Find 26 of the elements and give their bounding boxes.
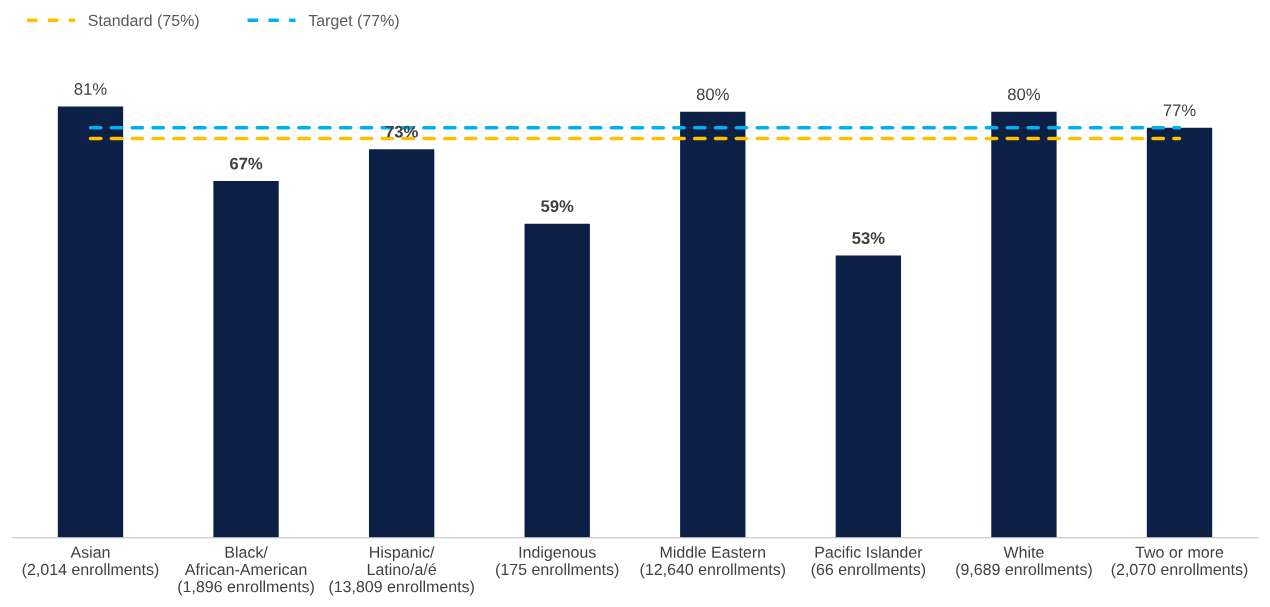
bar [991,111,1057,538]
x-tick-label: White (9,689 enrollments) [956,546,1092,579]
data-label: 80% [696,88,729,101]
x-tick-label: Black/ African-American (1,896 enrollments) [178,546,314,596]
bar [1146,127,1213,538]
legend-label: Standard (75%) [88,14,199,30]
data-label: 80% [1007,88,1041,101]
data-label: 81% [74,83,107,95]
legend-label: Target (77%) [308,14,399,30]
data-label: 73% [385,125,418,138]
data-label: 53% [852,232,885,245]
bar [368,149,435,538]
data-label: 67% [229,157,263,170]
x-tick-label: Indigenous (175 enrollments) [496,546,619,579]
bar [680,111,746,538]
x-tick-label: Asian (2,014 enrollments) [22,546,159,579]
x-tick-label: Hispanic/ Latino/a/é (13,809 enrollments) [329,546,474,596]
x-tick-label: Middle Eastern (12,640 enrollments) [640,546,786,579]
x-tick-label: Two or more (2,070 enrollments) [1111,546,1248,579]
bar [213,181,279,538]
data-label: 77% [1163,104,1196,117]
bar [57,106,124,538]
x-tick-label: Pacific Islander (66 enrollments) [811,546,926,579]
bar [524,223,590,538]
data-label: 59% [541,200,574,213]
bar [835,255,902,538]
